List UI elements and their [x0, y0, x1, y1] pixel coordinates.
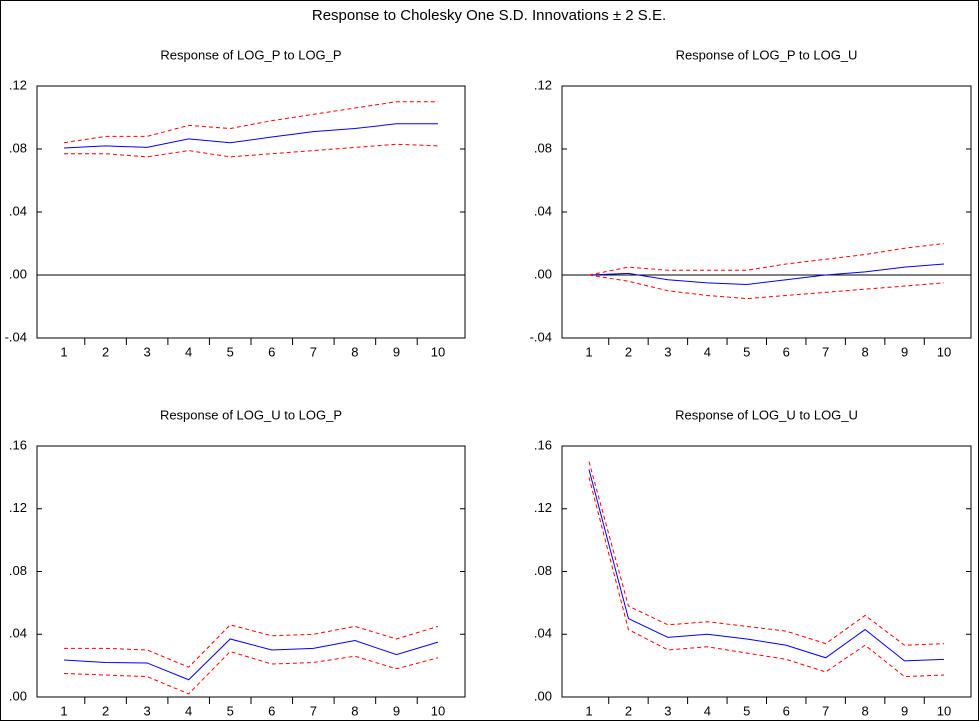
x-tick-label: 5 — [227, 344, 234, 359]
series-line — [64, 624, 439, 668]
x-tick-label: 4 — [704, 344, 711, 359]
x-tick-label: 1 — [585, 344, 592, 359]
x-tick-label: 5 — [227, 703, 234, 718]
x-tick-label: 4 — [185, 344, 192, 359]
series-line — [63, 638, 439, 681]
x-tick-label: 3 — [143, 344, 150, 359]
y-tick-label: .08 — [9, 140, 27, 155]
x-tick-label: 4 — [185, 703, 192, 718]
x-tick-label: 8 — [861, 344, 868, 359]
panel-title: Response of LOG_U to LOG_P — [160, 407, 342, 422]
x-tick-label: 3 — [664, 344, 671, 359]
y-tick-label: -.04 — [530, 329, 552, 344]
y-tick-label: .12 — [534, 500, 552, 515]
x-tick-label: 4 — [704, 703, 711, 718]
y-tick-label: .04 — [534, 626, 552, 641]
x-tick-label: 10 — [937, 344, 951, 359]
x-tick-label: 7 — [310, 703, 317, 718]
x-tick-label: 6 — [268, 344, 275, 359]
x-tick-label: 6 — [783, 344, 790, 359]
y-tick-label: .00 — [534, 688, 552, 703]
y-tick-label: .12 — [9, 77, 27, 92]
x-tick-label: 7 — [310, 344, 317, 359]
x-tick-label: 8 — [861, 703, 868, 718]
x-tick-label: 8 — [351, 344, 358, 359]
y-tick-label: .12 — [9, 500, 27, 515]
x-tick-label: 9 — [901, 703, 908, 718]
y-tick-label: .00 — [9, 688, 27, 703]
x-tick-label: 9 — [393, 344, 400, 359]
y-tick-label: .08 — [534, 563, 552, 578]
y-tick-label: .08 — [534, 140, 552, 155]
y-tick-label: .12 — [534, 77, 552, 92]
x-tick-label: 2 — [102, 344, 109, 359]
x-tick-label: 1 — [60, 344, 67, 359]
y-tick-label: .16 — [9, 437, 27, 452]
x-tick-label: 9 — [393, 703, 400, 718]
x-tick-label: 10 — [431, 344, 445, 359]
x-tick-label: 5 — [743, 344, 750, 359]
x-tick-label: 7 — [822, 703, 829, 718]
series-line — [63, 650, 439, 695]
y-tick-label: .00 — [534, 266, 552, 281]
y-tick-label: .00 — [9, 266, 27, 281]
x-tick-label: 3 — [664, 703, 671, 718]
x-tick-label: 10 — [937, 703, 951, 718]
y-tick-label: .04 — [9, 626, 27, 641]
panel-title: Response of LOG_P to LOG_P — [160, 47, 341, 62]
x-tick-label: 3 — [143, 703, 150, 718]
x-tick-label: 5 — [743, 703, 750, 718]
series-line — [63, 101, 438, 144]
series-line — [588, 469, 945, 662]
x-tick-label: 8 — [351, 703, 358, 718]
y-tick-label: -.04 — [5, 329, 27, 344]
x-tick-label: 1 — [585, 703, 592, 718]
panel-title: Response of LOG_U to LOG_U — [675, 407, 858, 422]
x-tick-label: 6 — [783, 703, 790, 718]
x-tick-label: 2 — [102, 703, 109, 718]
series-line — [588, 477, 945, 678]
series-line — [588, 263, 945, 285]
y-tick-label: .16 — [534, 437, 552, 452]
series-line — [588, 243, 945, 276]
x-tick-label: 2 — [625, 344, 632, 359]
chart-title: Response to Cholesky One S.D. Innovation… — [312, 7, 666, 24]
panel-title: Response of LOG_P to LOG_U — [676, 47, 858, 62]
y-tick-label: .08 — [9, 563, 27, 578]
x-tick-label: 10 — [431, 703, 445, 718]
x-tick-label: 6 — [268, 703, 275, 718]
series-line — [588, 461, 945, 646]
x-tick-label: 9 — [901, 344, 908, 359]
series-line — [63, 123, 438, 149]
x-tick-label: 7 — [822, 344, 829, 359]
x-tick-label: 1 — [60, 703, 67, 718]
x-tick-label: 2 — [625, 703, 632, 718]
y-tick-label: .04 — [534, 203, 552, 218]
y-tick-label: .04 — [9, 203, 27, 218]
